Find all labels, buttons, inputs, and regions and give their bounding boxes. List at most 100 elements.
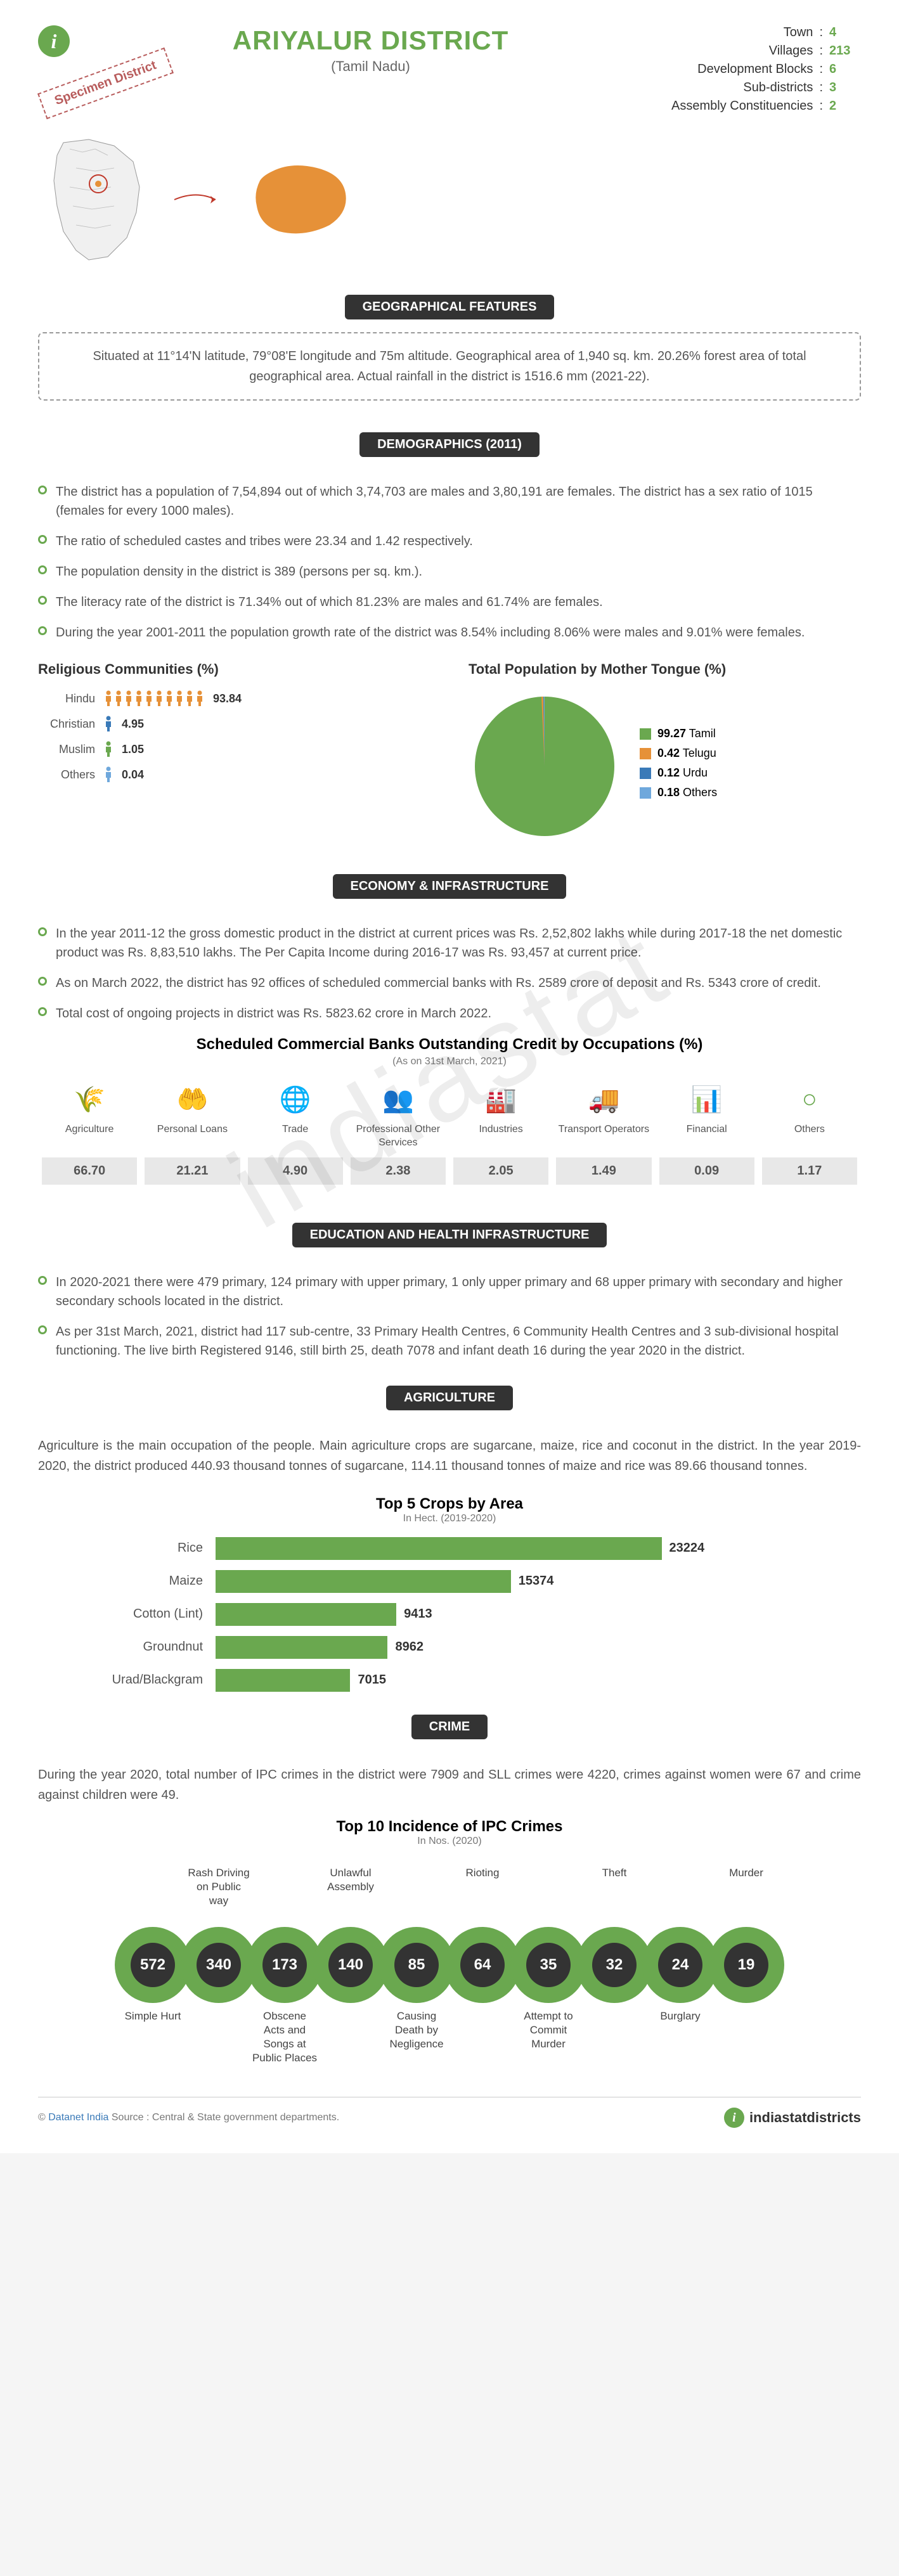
crime-label-bottom	[186, 2009, 252, 2065]
bank-val: 2.38	[351, 1157, 446, 1185]
bullet-icon	[38, 1276, 47, 1285]
legend-item: 0.18 Others	[640, 786, 717, 799]
bank-cell: ○Others	[758, 1080, 861, 1150]
econ-bullets: In the year 2011-12 the gross domestic p…	[38, 924, 861, 1023]
bullet-item: During the year 2001-2011 the population…	[38, 623, 861, 642]
bullet-text: The population density in the district i…	[56, 562, 422, 581]
crime-circle: 19	[708, 1927, 784, 2003]
crime-label-top: Theft	[581, 1866, 647, 1908]
person-icon	[165, 690, 174, 707]
legend-swatch	[640, 768, 651, 779]
crime-val: 85	[394, 1943, 439, 1987]
bank-label: Others	[758, 1123, 861, 1149]
religion-name: Hindu	[38, 692, 95, 705]
religion-val: 93.84	[213, 692, 242, 705]
person-icon	[195, 690, 204, 707]
crime-tag: CRIME	[411, 1715, 488, 1739]
info-icon: i	[38, 25, 70, 57]
crop-row: Cotton (Lint)9413	[89, 1603, 810, 1626]
person-icon	[104, 716, 113, 732]
crime-circle: 64	[444, 1927, 521, 2003]
econ-tag: ECONOMY & INFRASTRUCTURE	[333, 874, 567, 899]
crop-name: Maize	[89, 1574, 203, 1588]
bullet-icon	[38, 535, 47, 544]
person-icon	[134, 690, 143, 707]
bank-icon: 🌾	[70, 1080, 108, 1118]
crop-bar	[216, 1636, 387, 1659]
banks-icons: 🌾Agriculture🤲Personal Loans🌐Trade👥Profes…	[38, 1080, 861, 1150]
crops-sub: In Hect. (2019-2020)	[38, 1513, 861, 1524]
footer-brand: indiastatdistricts	[749, 2109, 861, 2126]
header-stats: Town:4Villages:213Development Blocks:6Su…	[671, 25, 861, 117]
bank-cell: 📊Financial	[656, 1080, 758, 1150]
agri-text: Agriculture is the main occupation of th…	[38, 1436, 861, 1476]
person-icon	[185, 690, 194, 707]
crop-bar	[216, 1570, 511, 1593]
bullet-text: The literacy rate of the district is 71.…	[56, 593, 603, 612]
footer-left: © Datanet India Source : Central & State…	[38, 2112, 339, 2123]
legend-item: 99.27 Tamil	[640, 727, 717, 740]
bank-cell: 🏭Industries	[450, 1080, 552, 1150]
footer-datanet: Datanet India	[48, 2112, 108, 2123]
religion-row: Muslim1.05	[38, 741, 430, 757]
crime-circle: 572	[115, 1927, 191, 2003]
crime-label-bottom	[581, 2009, 647, 2065]
arrow-icon	[171, 187, 222, 212]
bank-label: Industries	[450, 1123, 552, 1149]
legend-swatch	[640, 748, 651, 759]
bullet-item: The literacy rate of the district is 71.…	[38, 593, 861, 612]
crop-bar	[216, 1603, 396, 1626]
religion-row: Christian4.95	[38, 716, 430, 732]
agri-tag: AGRICULTURE	[386, 1386, 513, 1410]
crop-name: Groundnut	[89, 1640, 203, 1654]
bullet-text: In the year 2011-12 the gross domestic p…	[56, 924, 861, 962]
crime-sub: In Nos. (2020)	[38, 1836, 861, 1847]
bullet-text: During the year 2001-2011 the population…	[56, 623, 805, 642]
crops-chart: Rice23224Maize15374Cotton (Lint)9413Grou…	[89, 1537, 810, 1692]
crime-label-top	[515, 1866, 581, 1908]
crime-label-bottom: Obscene Acts and Songs at Public Places	[252, 2009, 318, 2065]
bank-cell: 🌐Trade	[244, 1080, 347, 1150]
stat-label: Development Blocks	[697, 62, 813, 77]
crime-label-top	[252, 1866, 318, 1908]
bullet-item: The ratio of scheduled castes and tribes…	[38, 532, 861, 551]
person-icon	[155, 690, 164, 707]
footer-source: Source : Central & State government depa…	[108, 2112, 339, 2123]
bullet-item: Total cost of ongoing projects in distri…	[38, 1004, 861, 1023]
crop-bar	[216, 1669, 350, 1692]
bullet-icon	[38, 626, 47, 635]
footer-copyright: ©	[38, 2112, 48, 2123]
stat-val: 4	[829, 25, 861, 40]
stat-label: Assembly Constituencies	[671, 99, 813, 113]
person-icon	[175, 690, 184, 707]
religion-val: 0.04	[122, 768, 144, 782]
district-title: ARIYALUR DISTRICT	[82, 25, 659, 56]
bullet-item: As on March 2022, the district has 92 of…	[38, 974, 861, 993]
bank-cell: 🌾Agriculture	[38, 1080, 141, 1150]
crime-circle: 32	[576, 1927, 652, 2003]
religion-row: Others0.04	[38, 766, 430, 783]
crop-row: Rice23224	[89, 1537, 810, 1560]
bullet-icon	[38, 486, 47, 494]
bullet-icon	[38, 1007, 47, 1016]
bank-label: Financial	[656, 1123, 758, 1149]
page-root: indiastat i ARIYALUR DISTRICT (Tamil Nad…	[0, 0, 899, 2153]
bank-val: 1.49	[556, 1157, 651, 1185]
crime-label-bottom	[450, 2009, 515, 2065]
bank-icon: 🌐	[276, 1080, 314, 1118]
banks-sub: (As on 31st March, 2021)	[38, 1056, 861, 1067]
religion-val: 1.05	[122, 743, 144, 756]
bullet-text: As per 31st March, 2021, district had 11…	[56, 1322, 861, 1360]
crime-label-bottom	[318, 2009, 384, 2065]
stat-val: 6	[829, 62, 861, 77]
bullet-icon	[38, 565, 47, 574]
bank-cell: 🚚Transport Operators	[552, 1080, 655, 1150]
crime-val: 24	[658, 1943, 702, 1987]
bank-icon: 🚚	[585, 1080, 623, 1118]
footer-info-icon: i	[724, 2108, 744, 2128]
banks-vals: 66.7021.214.902.382.051.490.091.17	[38, 1157, 861, 1185]
bullet-item: In the year 2011-12 the gross domestic p…	[38, 924, 861, 962]
religious-col: Religious Communities (%) Hindu93.84Chri…	[38, 661, 430, 842]
edu-tag: EDUCATION AND HEALTH INFRASTRUCTURE	[292, 1223, 607, 1247]
crime-circle: 85	[378, 1927, 455, 2003]
